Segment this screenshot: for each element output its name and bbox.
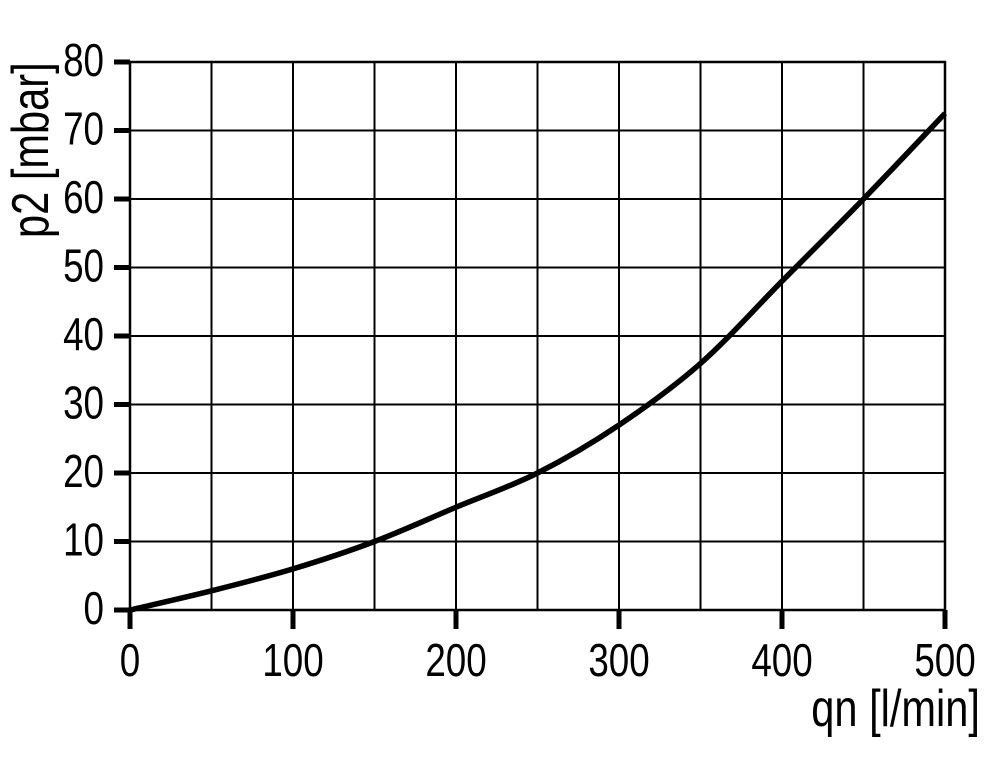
grid-lines [129, 61, 946, 611]
x-tick-label: 0 [120, 634, 140, 686]
y-tick-label: 0 [84, 582, 104, 634]
plot-border [128, 60, 947, 612]
x-tick-label: 100 [262, 634, 323, 686]
x-tick-label: 200 [425, 634, 486, 686]
y-axis-label: p2 [mbar] [1, 62, 60, 238]
tick-labels: 0 100 200 300 400 500 0 10 20 30 40 50 60 70 80 [63, 34, 976, 686]
data-curve [129, 111, 947, 613]
y-tick-label: 20 [63, 445, 104, 497]
y-tick-label: 40 [63, 308, 104, 360]
x-axis-label: qn [l/min] [811, 679, 980, 738]
x-tick-label: 300 [588, 634, 649, 686]
y-tick-label: 60 [63, 171, 104, 223]
y-tick-label: 30 [63, 377, 104, 429]
x-tick-label: 400 [751, 634, 812, 686]
y-tick-label: 50 [63, 240, 104, 292]
axis-ticks [114, 59, 948, 629]
x-tick-label: 500 [914, 634, 975, 686]
y-tick-label: 80 [63, 34, 104, 86]
y-tick-label: 70 [63, 103, 104, 155]
y-tick-label: 10 [63, 514, 104, 566]
